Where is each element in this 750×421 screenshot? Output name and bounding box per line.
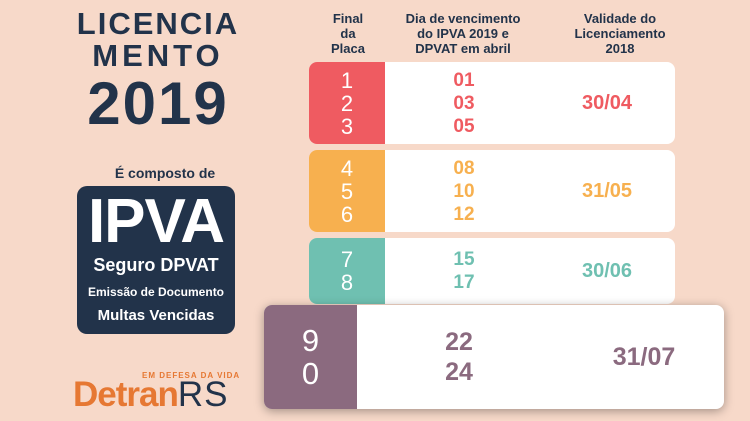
- header-line: DPVAT em abril: [415, 41, 511, 56]
- plate-endings: 9 0: [264, 305, 357, 409]
- due-days: 08 10 12: [409, 150, 519, 232]
- due-days: 01 03 05: [409, 62, 519, 144]
- plate-digit: 7: [340, 247, 354, 272]
- logo-detran: Detran: [73, 375, 179, 414]
- title-line-1: LICENCIA: [76, 6, 240, 41]
- dpvat-label: Seguro DPVAT: [93, 255, 219, 275]
- composto-label: É composto de: [114, 165, 216, 181]
- header-line: Placa: [331, 41, 365, 56]
- schedule-row: 4 5 6 08 10 12 31/05: [309, 150, 675, 232]
- due-day: 05: [453, 115, 475, 137]
- plate-digit: 3: [340, 113, 354, 139]
- validity-date: 31/07: [612, 342, 676, 371]
- detran-rs-logo: DetranRS: [73, 375, 229, 415]
- multas-label: Multas Vencidas: [97, 307, 215, 324]
- due-day: 10: [453, 180, 475, 202]
- due-day: 17: [453, 272, 475, 293]
- schedule-row: 7 8 15 17 30/06: [309, 238, 675, 304]
- due-day: 15: [453, 249, 475, 270]
- plate-endings: 7 8: [309, 238, 385, 304]
- header-line: 2018: [605, 41, 635, 56]
- plate-endings: 4 5 6: [309, 150, 385, 232]
- title-year: 2019: [87, 70, 229, 137]
- validity-date: 30/04: [581, 91, 633, 114]
- title-line-2: MENTO: [92, 38, 224, 73]
- ipva-info-box: IPVA Seguro DPVAT Emissão de Documento M…: [77, 186, 235, 334]
- header-line: Dia de vencimento: [405, 11, 521, 26]
- header-dia-vencimento: Dia de vencimento do IPVA 2019 e DPVAT e…: [388, 11, 538, 56]
- schedule-row-highlighted: 9 0 22 24 31/07: [264, 305, 724, 409]
- plate-digit: 9: [301, 323, 320, 358]
- logo-tagline: EM DEFESA DA VIDA: [142, 371, 241, 380]
- header-line: Validade do: [583, 11, 657, 26]
- header-final-placa: Final da Placa: [323, 11, 373, 56]
- validity-date: 30/06: [581, 259, 633, 282]
- plate-digit: 4: [340, 155, 354, 181]
- due-day: 01: [453, 69, 475, 91]
- due-day: 22: [445, 328, 473, 356]
- plate-digit: 2: [340, 90, 354, 116]
- plate-endings: 1 2 3: [309, 62, 385, 144]
- logo-rs: RS: [177, 375, 229, 414]
- plate-digit: 5: [340, 178, 354, 204]
- schedule-row: 1 2 3 01 03 05 30/04: [309, 62, 675, 144]
- header-line: do IPVA 2019 e: [417, 26, 509, 41]
- due-days: 15 17: [409, 238, 519, 304]
- due-day: 08: [453, 157, 475, 179]
- header-line: da: [340, 26, 356, 41]
- validity-date: 31/05: [581, 179, 633, 202]
- due-day: 24: [445, 358, 473, 386]
- ipva-heading: IPVA: [87, 187, 225, 256]
- emissao-label: Emissão de Documento: [87, 285, 225, 299]
- plate-digit: 6: [340, 201, 354, 227]
- plate-digit: 1: [340, 67, 354, 93]
- plate-digit: 0: [301, 356, 320, 391]
- header-line: Licenciamento: [574, 26, 666, 41]
- header-line: Final: [332, 11, 364, 26]
- campaign-title: LICENCIA MENTO 2019: [73, 8, 243, 136]
- plate-digit: 8: [340, 270, 354, 295]
- due-days: 22 24: [404, 305, 514, 409]
- header-validade: Validade do Licenciamento 2018: [556, 11, 684, 56]
- due-day: 03: [453, 92, 475, 114]
- due-day: 12: [453, 203, 475, 225]
